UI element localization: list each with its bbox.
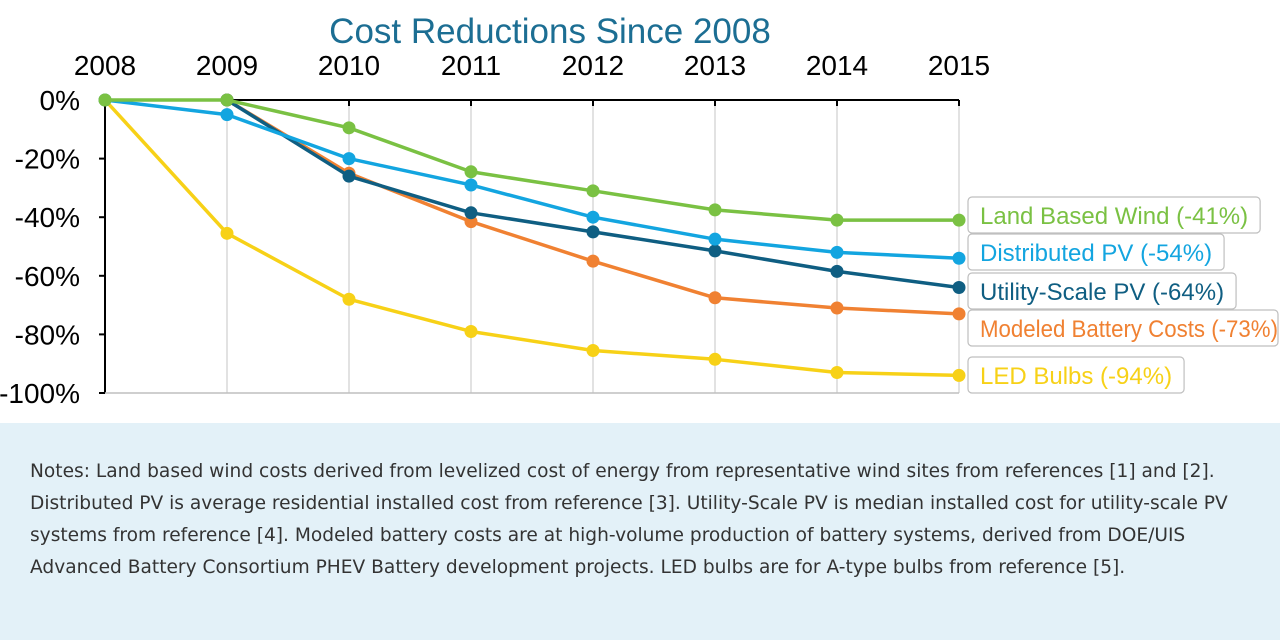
- data-point-modeled-battery-costs-2015: [952, 307, 966, 321]
- cost-reduction-chart: Cost Reductions Since 2008 2008 2009 2010 2…: [0, 12, 1279, 409]
- x-tick-label-2012: 2012: [562, 50, 624, 81]
- data-point-led-bulbs-2012: [586, 344, 600, 358]
- legend-label-modeled-battery-costs: Modeled Battery Costs (-73%): [980, 316, 1278, 343]
- legend-item-land-based-wind: Land Based Wind (-41%): [967, 196, 1261, 234]
- data-point-land-based-wind-2012: [586, 184, 600, 198]
- legend-label-land-based-wind: Land Based Wind (-41%): [980, 203, 1248, 230]
- data-point-utility-scale-pv-2012: [586, 225, 600, 239]
- series-led-bulbs: [98, 93, 966, 382]
- series-line-land-based-wind: [105, 98, 959, 222]
- data-point-land-based-wind-2015: [952, 213, 966, 227]
- data-point-utility-scale-pv-2015: [952, 281, 966, 295]
- data-point-distributed-pv-2014: [830, 245, 844, 259]
- y-tick-label-20: -20%: [15, 144, 80, 175]
- data-point-land-based-wind-2008: [98, 93, 112, 107]
- data-point-distributed-pv-2015: [952, 251, 966, 265]
- axes: [99, 99, 959, 394]
- x-tick-label-2014: 2014: [806, 50, 868, 81]
- data-point-land-based-wind-2014: [830, 213, 844, 227]
- data-point-modeled-battery-costs-2014: [830, 301, 844, 315]
- data-point-led-bulbs-2015: [952, 368, 966, 382]
- data-point-utility-scale-pv-2011: [464, 206, 478, 220]
- data-point-utility-scale-pv-2014: [830, 264, 844, 278]
- data-point-modeled-battery-costs-2013: [708, 291, 722, 305]
- data-series: [98, 93, 966, 382]
- data-point-land-based-wind-2009: [220, 93, 234, 107]
- legend-box-land-based-wind: [967, 196, 1261, 234]
- chart-title: Cost Reductions Since 2008: [329, 12, 771, 51]
- notes-text: Notes: Land based wind costs derived fro…: [30, 461, 1228, 578]
- y-tick-label-0: 0%: [40, 85, 80, 116]
- series-line-led-bulbs: [103, 98, 960, 378]
- data-point-distributed-pv-2011: [464, 178, 478, 192]
- y-tick-label-40: -40%: [15, 202, 80, 233]
- data-point-land-based-wind-2013: [708, 203, 722, 217]
- y-tick-label-100: -100%: [0, 378, 80, 409]
- y-tick-label-60: -60%: [15, 261, 80, 292]
- legend-box-led-bulbs: [967, 356, 1185, 394]
- data-point-led-bulbs-2013: [708, 352, 722, 366]
- data-point-distributed-pv-2010: [342, 152, 356, 166]
- series-line-distributed-pv: [104, 98, 960, 260]
- data-point-led-bulbs-2014: [830, 365, 844, 379]
- data-point-led-bulbs-2011: [464, 324, 478, 338]
- legend-box-utility-scale-pv: [967, 272, 1237, 310]
- legend-label-distributed-pv: Distributed PV (-54%): [980, 240, 1212, 267]
- data-point-utility-scale-pv-2010: [342, 169, 356, 183]
- legend-label-utility-scale-pv: Utility-Scale PV (-64%): [980, 279, 1224, 306]
- data-point-distributed-pv-2012: [586, 210, 600, 224]
- legend-label-led-bulbs: LED Bulbs (-94%): [980, 363, 1172, 390]
- x-tick-label-2015: 2015: [928, 50, 990, 81]
- x-tick-label-2010: 2010: [318, 50, 380, 81]
- x-tick-label-2011: 2011: [441, 50, 501, 81]
- x-axis-ticks: 2008 2009 2010 2011 2012 2013 2014 2015: [74, 50, 990, 106]
- legend-item-utility-scale-pv: Utility-Scale PV (-64%): [967, 272, 1237, 310]
- legend-item-distributed-pv: Distributed PV (-54%): [967, 233, 1225, 271]
- x-tick-label-2013: 2013: [684, 50, 746, 81]
- legend-item-modeled-battery-costs: Modeled Battery Costs (-73%): [967, 309, 1279, 347]
- data-point-modeled-battery-costs-2012: [586, 254, 600, 268]
- x-tick-label-2009: 2009: [196, 50, 258, 81]
- x-tick-label-2008: 2008: [74, 50, 136, 81]
- legend-box-modeled-battery-costs: [967, 309, 1279, 347]
- y-tick-label-80: -80%: [15, 319, 80, 350]
- data-point-led-bulbs-2010: [342, 292, 356, 306]
- data-point-led-bulbs-2009: [220, 226, 234, 240]
- legend-item-led-bulbs: LED Bulbs (-94%): [967, 356, 1185, 394]
- data-point-land-based-wind-2011: [464, 165, 478, 179]
- data-point-utility-scale-pv-2013: [708, 244, 722, 258]
- notes-panel: Notes: Land based wind costs derived fro…: [0, 423, 1280, 640]
- series-distributed-pv: [98, 93, 966, 265]
- y-axis-ticks: 0% -20% -40% -60% -80% -100%: [0, 85, 105, 409]
- data-point-distributed-pv-2009: [220, 108, 234, 122]
- legend: Land Based Wind (-41%) Distributed PV (-5…: [967, 196, 1279, 394]
- data-point-distributed-pv-2013: [708, 232, 722, 246]
- data-point-land-based-wind-2010: [342, 121, 356, 135]
- series-land-based-wind: [98, 93, 966, 227]
- legend-box-distributed-pv: [967, 233, 1225, 271]
